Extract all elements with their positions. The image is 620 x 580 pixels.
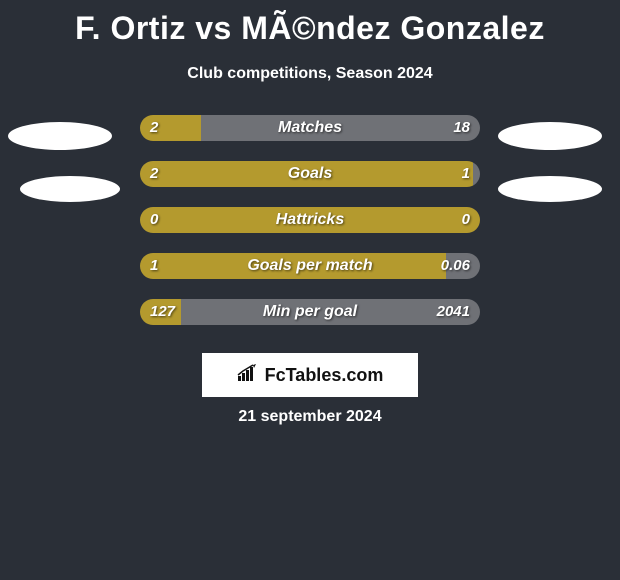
stat-value-left: 127: [150, 299, 175, 325]
logo: FcTables.com: [237, 364, 384, 387]
stat-value-left: 2: [150, 115, 158, 141]
bar-right: [473, 161, 480, 187]
stat-value-right: 0.06: [441, 253, 470, 279]
stat-value-right: 1: [462, 161, 470, 187]
bar-right: [201, 115, 480, 141]
bar-left: [140, 253, 446, 279]
stat-row: Goals per match10.06: [0, 253, 620, 299]
page-title: F. Ortiz vs MÃ©ndez Gonzalez: [0, 0, 620, 47]
stat-row: Hattricks00: [0, 207, 620, 253]
subtitle: Club competitions, Season 2024: [0, 65, 620, 83]
bar-track: [140, 161, 480, 187]
bar-left: [140, 161, 473, 187]
logo-text: FcTables.com: [265, 365, 384, 386]
stat-row: Min per goal1272041: [0, 299, 620, 345]
logo-box: FcTables.com: [202, 353, 418, 397]
stat-value-right: 0: [462, 207, 470, 233]
bar-right: [181, 299, 480, 325]
decorative-ellipse: [20, 176, 120, 202]
bar-track: [140, 299, 480, 325]
stat-value-left: 0: [150, 207, 158, 233]
decorative-ellipse: [498, 122, 602, 150]
stats-container: Matches218Goals21Hattricks00Goals per ma…: [0, 115, 620, 345]
bar-track: [140, 253, 480, 279]
stat-value-right: 18: [453, 115, 470, 141]
decorative-ellipse: [8, 122, 112, 150]
bar-track: [140, 115, 480, 141]
stat-value-left: 1: [150, 253, 158, 279]
bar-track: [140, 207, 480, 233]
decorative-ellipse: [498, 176, 602, 202]
date-text: 21 september 2024: [0, 408, 620, 426]
chart-icon: [237, 364, 259, 387]
stat-value-right: 2041: [437, 299, 470, 325]
bar-left: [140, 207, 480, 233]
stat-value-left: 2: [150, 161, 158, 187]
